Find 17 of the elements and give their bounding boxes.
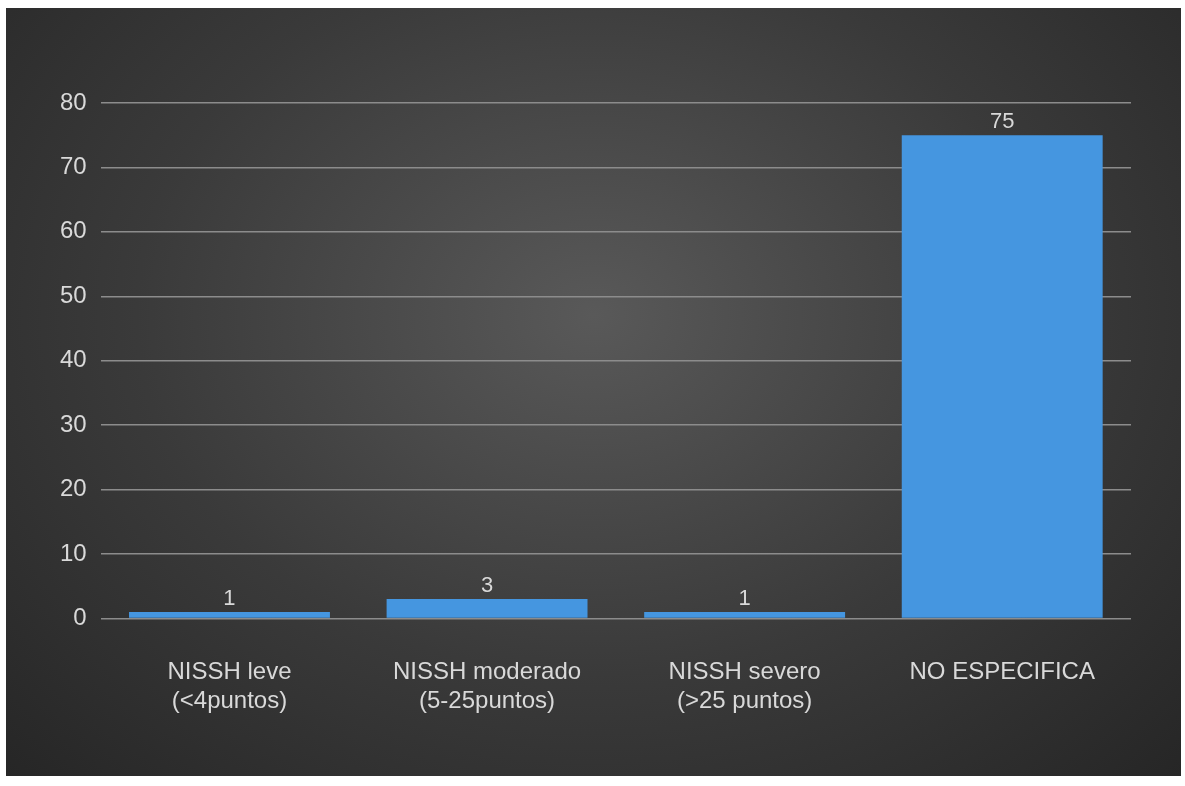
- y-tick-label: 80: [59, 87, 87, 115]
- y-tick-label: 30: [59, 409, 87, 437]
- y-tick-label: 60: [59, 216, 87, 244]
- y-tick-label: 20: [59, 474, 87, 502]
- data-label: 75: [989, 108, 1015, 134]
- x-tick-label: NISSH severo (>25 puntos): [668, 657, 821, 714]
- x-tick-label: NO ESPECIFICA: [909, 657, 1095, 685]
- x-tick-label: NISSH leve (<4puntos): [167, 657, 292, 714]
- y-tick-label: 50: [59, 280, 87, 308]
- data-label: 1: [738, 585, 751, 611]
- data-label: 3: [480, 572, 494, 598]
- y-tick-label: 70: [59, 152, 87, 180]
- x-tick-label: NISSH moderado (5-25puntos): [393, 657, 582, 714]
- y-tick-label: 10: [59, 538, 87, 566]
- data-label: 1: [223, 585, 236, 611]
- y-tick-label: 40: [59, 345, 87, 373]
- y-tick-label: 0: [73, 603, 87, 631]
